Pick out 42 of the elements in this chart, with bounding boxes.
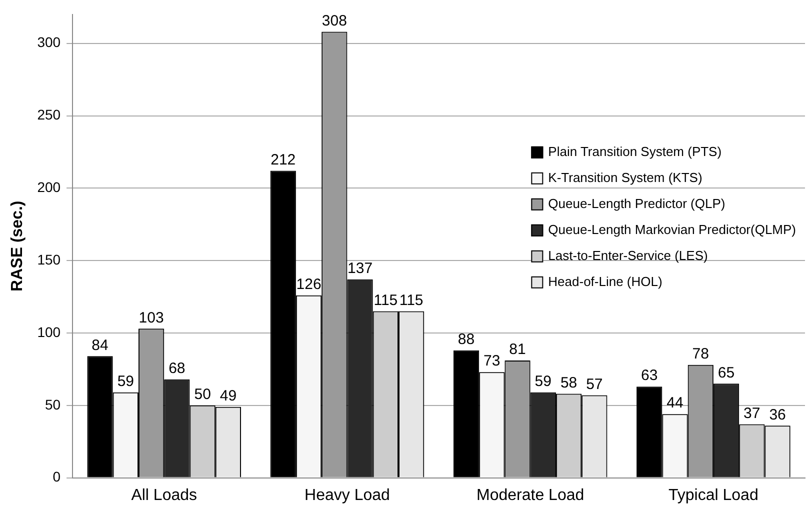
- data-label: 36: [769, 406, 786, 424]
- data-label: 103: [138, 309, 164, 326]
- data-label: 126: [296, 276, 322, 293]
- data-label: 65: [718, 364, 735, 382]
- y-tick-label: 200: [37, 179, 61, 196]
- y-tick-label: 0: [52, 468, 61, 485]
- y-tick-label: 250: [37, 106, 61, 123]
- data-label: 81: [509, 341, 526, 358]
- legend-label: Plain Transition System (PTS): [548, 144, 722, 159]
- y-tick-label: 100: [37, 324, 61, 340]
- x-tick-label: Typical Load: [668, 486, 758, 504]
- data-label: 84: [92, 336, 108, 354]
- x-tick-label: All Loads: [131, 486, 198, 504]
- data-label: 115: [374, 292, 398, 309]
- data-label: 73: [484, 352, 500, 370]
- x-tick-label: Moderate Load: [476, 486, 584, 504]
- legend-label: K-Transition System (KTS): [548, 170, 702, 185]
- y-tick-label: 50: [44, 396, 61, 412]
- data-label: 37: [744, 404, 760, 422]
- data-label: 57: [586, 376, 603, 393]
- data-label: 137: [348, 260, 373, 278]
- data-label: 68: [168, 360, 186, 377]
- data-label: 50: [194, 386, 211, 404]
- legend-label: Last-to-Enter-Service (LES): [548, 248, 708, 263]
- data-label: 58: [560, 374, 578, 392]
- legend-label: Queue-Length Predictor (QLP): [548, 196, 726, 211]
- y-tick-label: 300: [37, 34, 61, 50]
- data-label: 308: [322, 12, 347, 30]
- data-label: 59: [117, 373, 134, 390]
- data-label: 78: [692, 345, 709, 362]
- legend-label: Queue-Length Markovian Predictor(QLMP): [548, 222, 796, 237]
- data-label: 49: [220, 387, 237, 404]
- y-tick-label: 150: [37, 251, 61, 268]
- y-axis-title: RASE (sec.): [9, 200, 26, 292]
- data-label: 212: [270, 151, 296, 168]
- data-label: 44: [666, 394, 684, 412]
- x-tick-label: Heavy Load: [304, 486, 390, 504]
- data-label: 63: [641, 367, 658, 384]
- data-label: 115: [399, 292, 424, 309]
- legend-label: Head-of-Line (HOL): [548, 274, 662, 289]
- data-label: 59: [534, 373, 552, 390]
- data-label: 88: [458, 331, 475, 348]
